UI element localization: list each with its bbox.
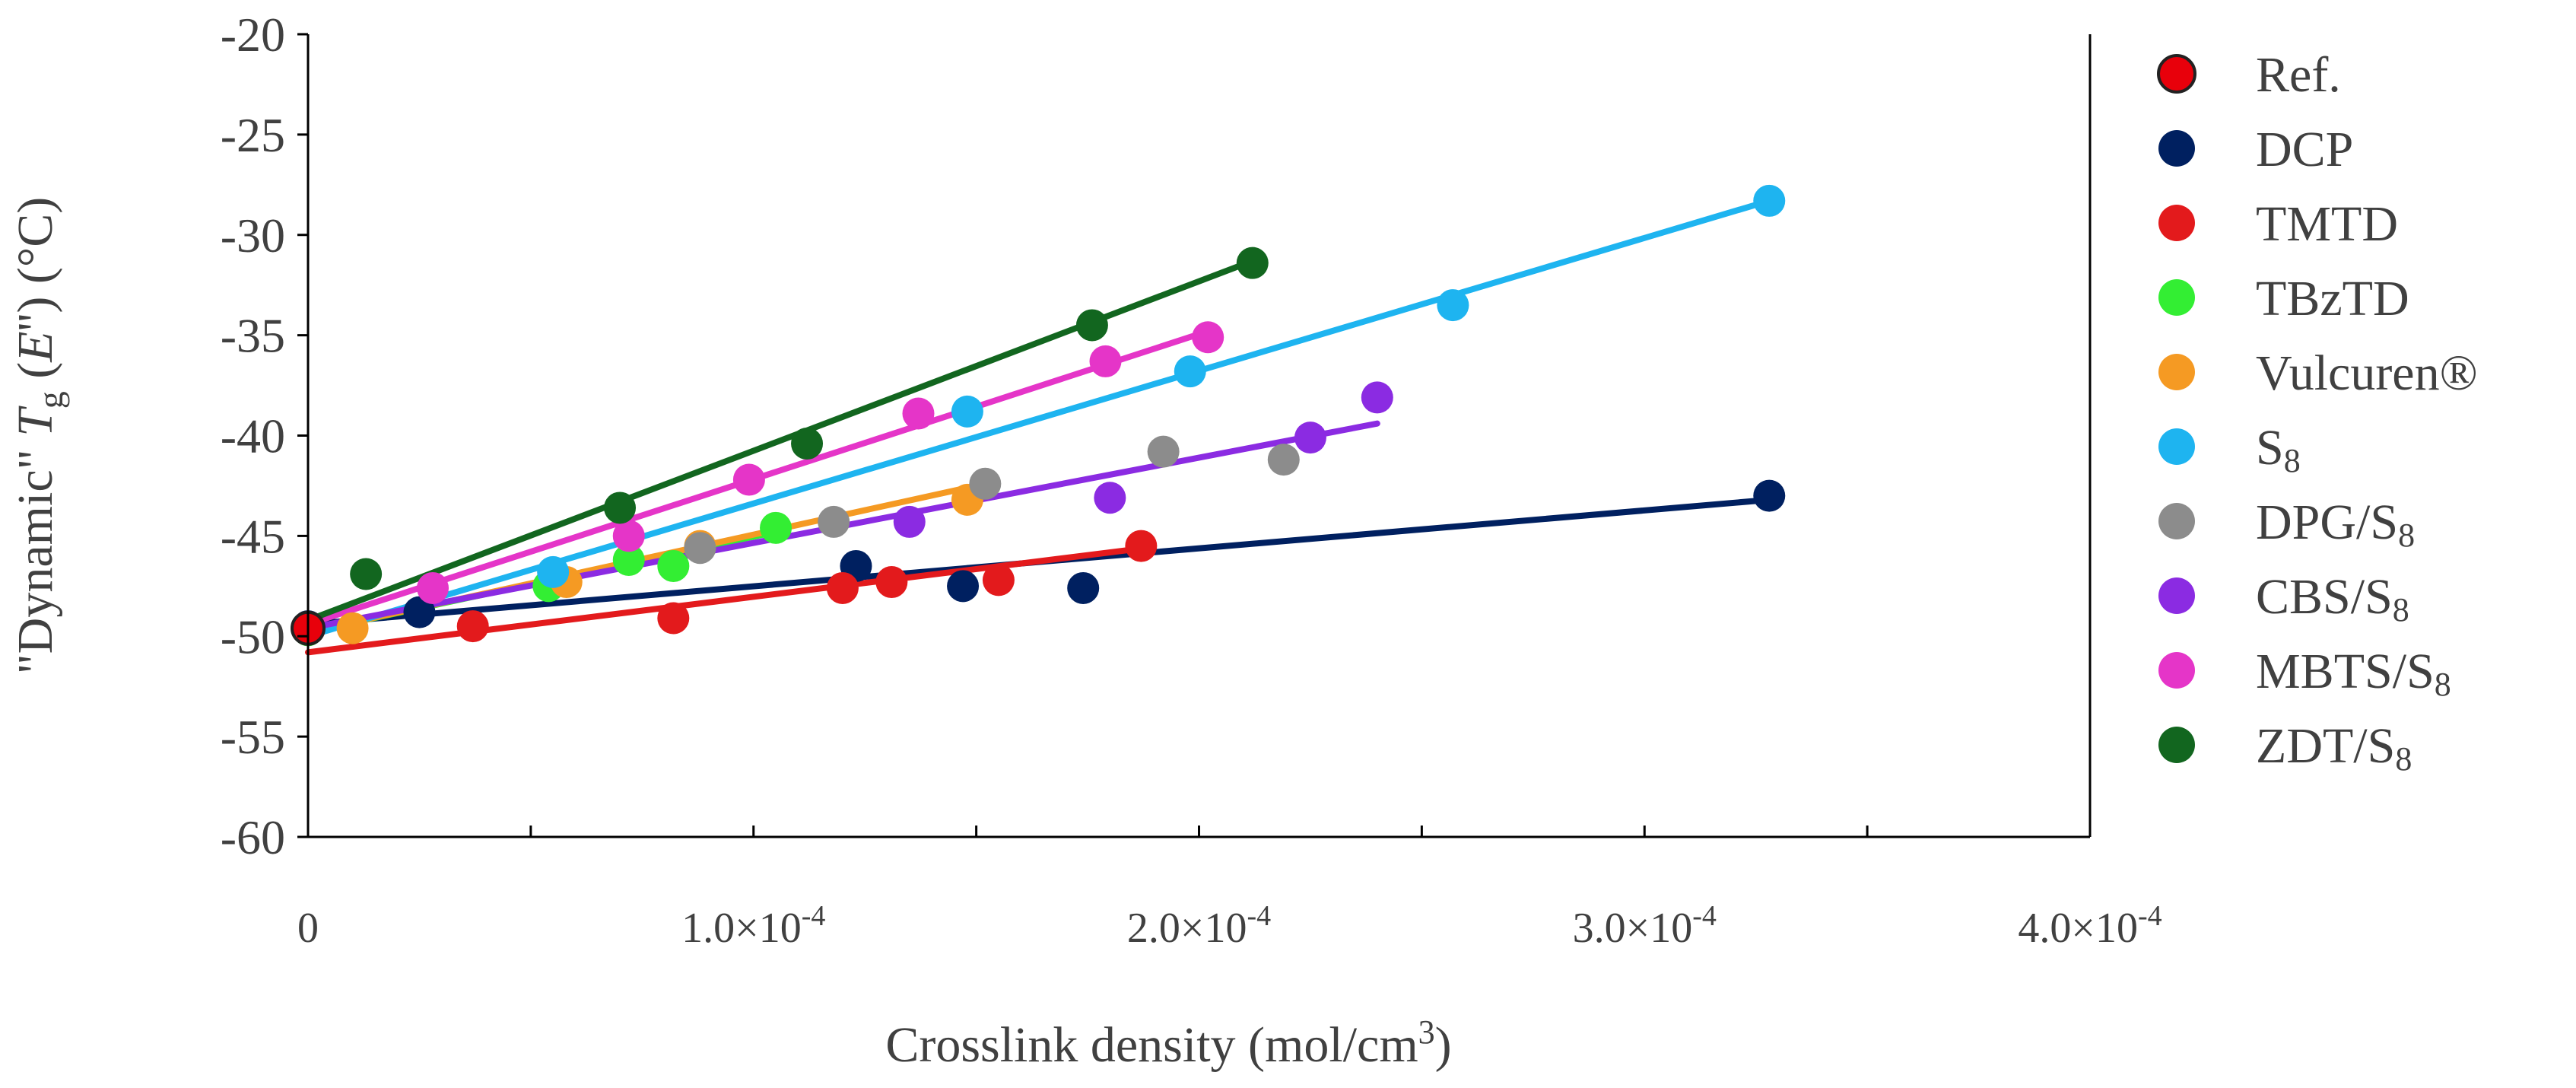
legend: Ref. DCP TMTD TBzTD Vulcuren® S8 DPG/S8 CBS/S8 M… [2157, 47, 2478, 778]
data-point-tmtd [875, 566, 908, 599]
y-label-quote-open: " [8, 654, 63, 674]
data-point-s8 [1437, 289, 1469, 322]
y-tick-label: -45 [221, 509, 285, 563]
x-label-sup: 3 [1418, 1013, 1435, 1051]
data-point-s8 [1174, 355, 1206, 388]
data-point-tmtd [1125, 530, 1158, 562]
x-tick-label: 2.0×10-4 [1127, 900, 1271, 952]
y-tick-label: -60 [221, 810, 285, 864]
data-point-mbts-s8 [902, 397, 935, 430]
data-point-zdt-s8 [1236, 247, 1269, 279]
data-point-tmtd [456, 610, 489, 643]
data-point-dcp [947, 570, 980, 603]
data-point-zdt-s8 [350, 558, 383, 590]
legend-marker-mbts-s8 [2158, 652, 2195, 689]
legend-label-zdt-s8: ZDT/S8 [2256, 718, 2412, 778]
legend-marker-tmtd [2158, 205, 2195, 241]
y-tick-label: -35 [221, 309, 285, 363]
y-label-quote-close: " [8, 437, 63, 469]
x-label-text: Crosslink density (mol/cm [885, 1017, 1418, 1073]
data-point-dcp [403, 596, 436, 628]
y-label-T: T [8, 406, 63, 437]
legend-label-vulcuren: Vulcuren® [2256, 345, 2478, 401]
data-point-dpg-s8 [818, 505, 850, 538]
fit-line-zdt-s8 [305, 258, 1256, 624]
data-point-mbts-s8 [1192, 321, 1224, 354]
legend-marker-s8 [2158, 428, 2195, 465]
data-point-s8 [537, 555, 570, 588]
y-tick-label: -55 [221, 710, 285, 764]
legend-label-cbs-s8: CBS/S8 [2256, 569, 2409, 628]
data-point-cbs-s8 [1294, 422, 1326, 454]
data-point-cbs-s8 [1361, 381, 1393, 414]
data-point-s8 [951, 395, 983, 428]
y-label-sub: g [31, 391, 70, 409]
data-point-dcp [1753, 479, 1786, 512]
data-point-tmtd [657, 602, 690, 635]
x-axis-label: Crosslink density (mol/cm3) [885, 1013, 1451, 1073]
y-label-E: E [8, 331, 63, 362]
data-point-cbs-s8 [893, 505, 926, 538]
data-point-mbts-s8 [417, 571, 449, 604]
data-point-dpg-s8 [1147, 435, 1180, 468]
data-point-dcp [1067, 571, 1100, 604]
y-label-word: Dynamic [8, 469, 63, 654]
data-point-mbts-s8 [612, 520, 645, 552]
x-tick-label: 4.0×10-4 [2018, 900, 2161, 952]
data-point-tmtd [982, 564, 1015, 596]
legend-label-dpg-s8: DPG/S8 [2256, 495, 2415, 554]
legend-marker-zdt-s8 [2158, 727, 2195, 763]
data-point-dpg-s8 [1267, 444, 1300, 476]
data-point-tbztd [657, 549, 690, 582]
legend-marker-dcp [2158, 130, 2195, 167]
y-tick-label: -30 [221, 208, 285, 262]
y-tick-label: -40 [221, 409, 285, 463]
data-point-zdt-s8 [604, 492, 637, 524]
legend-label-dcp: DCP [2256, 122, 2353, 177]
legend-label-tbztd: TBzTD [2256, 271, 2409, 326]
legend-label-tmtd: TMTD [2256, 196, 2398, 252]
x-label-close: ) [1435, 1017, 1452, 1073]
ticks-layer: -20 -25 -30 -35 -40 -45 -50 -55 -60 0 1.0×10-4 2.0×… [221, 8, 2162, 952]
y-tick-label: -20 [221, 8, 285, 62]
legend-label-s8: S8 [2256, 420, 2301, 479]
fit-lines-layer [305, 197, 1773, 656]
data-point-tmtd [826, 571, 859, 604]
data-point-mbts-s8 [1089, 345, 1122, 377]
data-point-dpg-s8 [969, 467, 1002, 500]
data-point-tbztd [612, 544, 645, 577]
data-points-layer [291, 184, 1786, 647]
legend-label-mbts-s8: MBTS/S8 [2256, 644, 2451, 703]
fit-line-tmtd [305, 545, 1149, 656]
legend-marker-ref- [2157, 54, 2196, 94]
data-point-vulcuren [336, 612, 369, 644]
y-label-paren-close: ) (°C) [8, 197, 63, 313]
data-point-dpg-s8 [684, 532, 716, 565]
y-label-prime: '' [8, 313, 63, 332]
data-point-zdt-s8 [791, 428, 824, 460]
legend-marker-tbztd [2158, 279, 2195, 316]
x-tick-label: 3.0×10-4 [1573, 900, 1717, 952]
legend-marker-vulcuren [2158, 354, 2195, 390]
y-axis-label: "Dynamic" Tg (E'') (°C) [8, 197, 70, 675]
y-label-paren-open: ( [8, 362, 63, 391]
data-point-tbztd [760, 511, 792, 544]
y-tick-label: -50 [221, 609, 285, 663]
legend-label-ref-: Ref. [2256, 47, 2341, 103]
legend-marker-dpg-s8 [2158, 503, 2195, 539]
y-tick-label: -25 [221, 108, 285, 162]
fit-line-s8 [305, 197, 1773, 640]
data-point-s8 [1753, 184, 1786, 217]
x-tick-label: 1.0×10-4 [681, 900, 825, 952]
data-point-mbts-s8 [732, 463, 765, 496]
data-point-cbs-s8 [1094, 482, 1126, 514]
x-tick-label: 0 [297, 905, 319, 952]
axes-layer [307, 34, 2092, 838]
data-point-zdt-s8 [1075, 309, 1108, 342]
legend-marker-cbs-s8 [2158, 577, 2195, 614]
